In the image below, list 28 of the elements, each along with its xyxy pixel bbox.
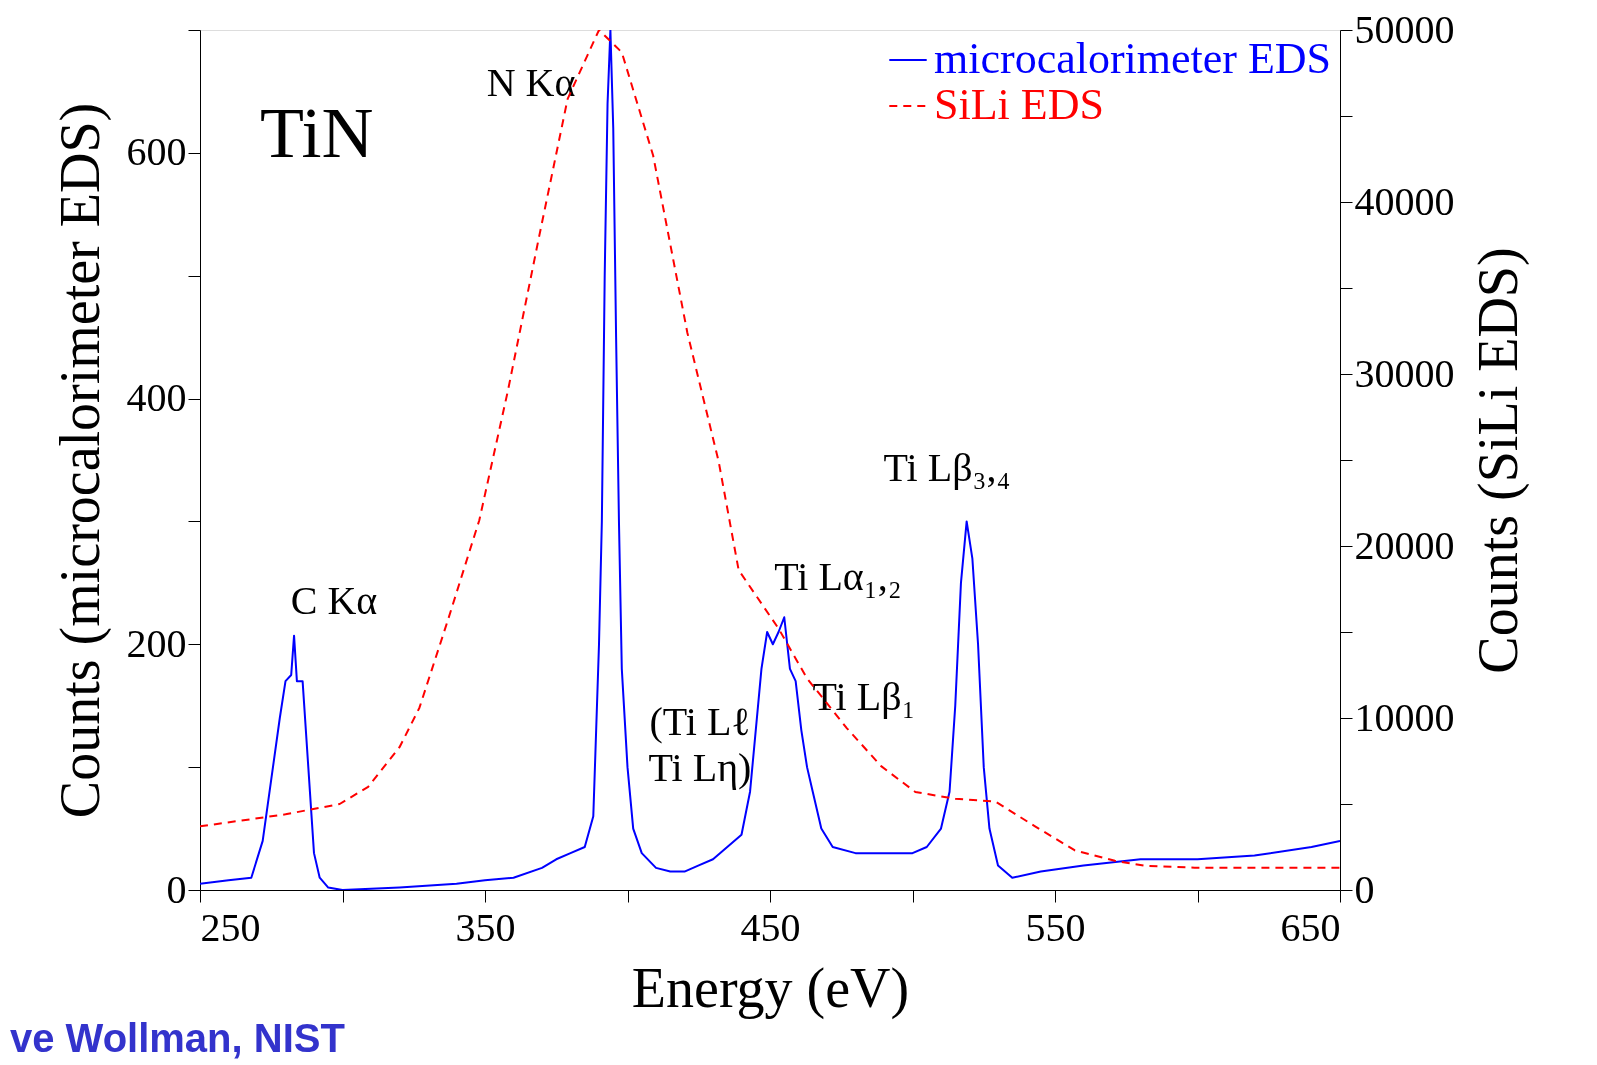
x-tick-label: 650 xyxy=(1280,904,1341,950)
y2-tick-label: 40000 xyxy=(1354,178,1455,224)
y2-tick-label: 50000 xyxy=(1354,6,1455,52)
y-tick-label: 400 xyxy=(126,375,187,421)
y2-tick-label: 10000 xyxy=(1354,694,1455,740)
legend-label: SiLi EDS xyxy=(934,80,1104,129)
annotation: Ti Lα₁,₂ xyxy=(774,554,902,599)
legend-label: microcalorimeter EDS xyxy=(934,34,1332,83)
y2-tick-label: 20000 xyxy=(1354,522,1455,568)
annotation: (Ti Lℓ Ti Lη) xyxy=(648,699,752,790)
x-axis-title: Energy (eV) xyxy=(631,956,910,1020)
y2-tick-label: 30000 xyxy=(1354,350,1455,396)
x-tick-label: 250 xyxy=(200,904,261,950)
y2-tick-label: 0 xyxy=(1354,866,1375,912)
text: ve Wollman, NIST xyxy=(10,1016,345,1060)
y-tick-label: 600 xyxy=(126,129,187,175)
annotation: TiN xyxy=(260,93,374,173)
x-tick-label: 350 xyxy=(455,904,516,950)
y-axis-title: Counts (microcalorimeter EDS) xyxy=(48,102,112,819)
annotation: C Kα xyxy=(290,578,378,623)
x-tick-label: 450 xyxy=(740,904,801,950)
y-tick-label: 200 xyxy=(126,620,187,666)
x-tick-label: 550 xyxy=(1025,904,1086,950)
annotation: Ti Lβ₁ xyxy=(812,674,916,719)
annotation: Ti Lβ₃,₄ xyxy=(883,445,1011,490)
y-tick-label: 0 xyxy=(166,866,187,912)
annotation: N Kα xyxy=(486,60,576,105)
y2-axis-title: Counts (SiLi EDS) xyxy=(1466,247,1530,674)
